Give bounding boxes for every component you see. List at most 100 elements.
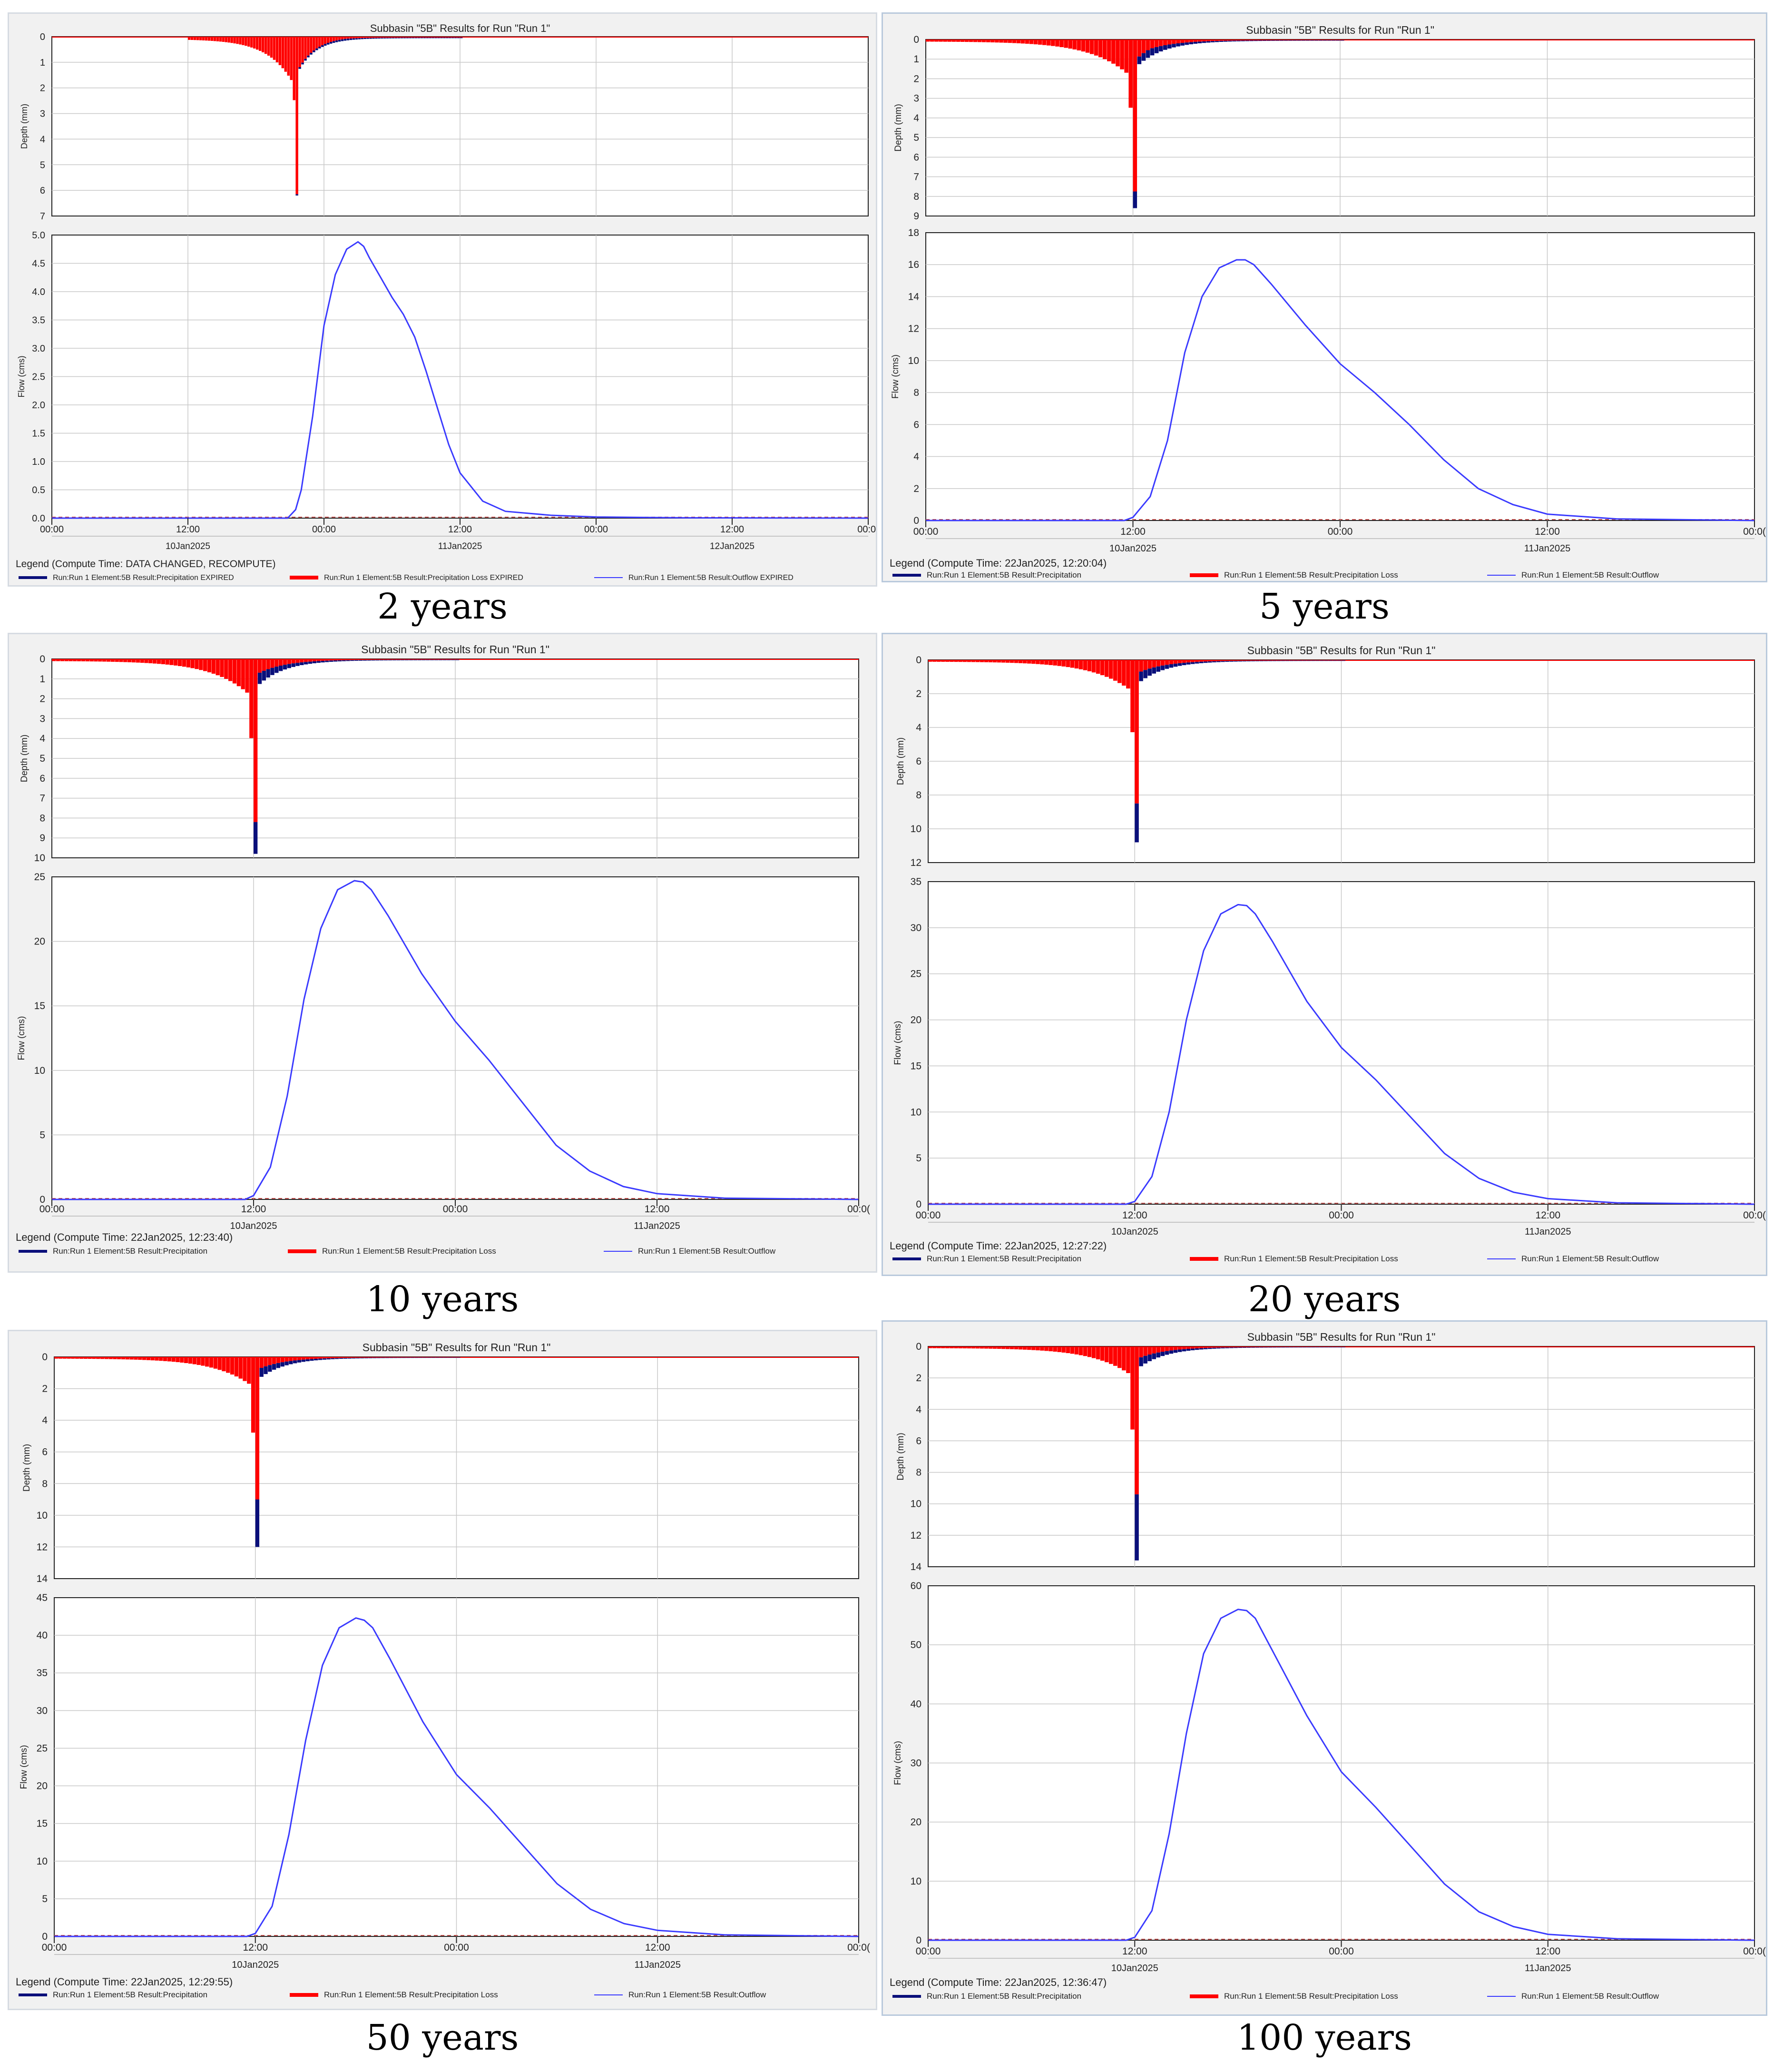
- loss-bar: [1078, 660, 1083, 669]
- flow-tick-label: 25: [37, 1743, 48, 1754]
- loss-bar: [1289, 1346, 1294, 1347]
- loss-bar: [1163, 39, 1167, 45]
- loss-bar: [943, 39, 947, 42]
- loss-bar: [171, 1357, 176, 1362]
- loss-bar: [315, 37, 318, 49]
- loss-bar: [347, 1357, 352, 1358]
- precipitation-bar: [409, 37, 412, 39]
- loss-bar: [96, 1357, 100, 1359]
- loss-bar: [354, 659, 359, 660]
- precipitation-bar: [1216, 1347, 1221, 1349]
- loss-bar: [301, 37, 304, 63]
- depth-tick-label: 6: [42, 1447, 48, 1458]
- precipitation-bar: [1238, 1347, 1242, 1348]
- flow-tick-label: 5: [39, 1129, 45, 1140]
- precipitation-bar: [440, 1357, 444, 1358]
- loss-bar: [971, 660, 976, 662]
- loss-bar: [962, 660, 967, 662]
- loss-bar: [211, 659, 216, 674]
- loss-bar: [1255, 660, 1260, 661]
- flow-axis-label: Flow (cms): [893, 1741, 903, 1785]
- precipitation-bar: [1242, 1347, 1246, 1348]
- depth-tick-label: 8: [916, 790, 921, 801]
- loss-bar: [188, 37, 191, 40]
- loss-bar: [1031, 1346, 1036, 1350]
- precipitation-bar: [280, 1362, 284, 1367]
- loss-bar: [146, 1357, 151, 1360]
- loss-bar: [371, 659, 375, 660]
- loss-bar: [951, 39, 956, 42]
- loss-bar: [1190, 660, 1195, 662]
- loss-bar: [1061, 1346, 1066, 1353]
- x-tick-label: 12:00: [1535, 1210, 1560, 1221]
- precipitation-bar: [377, 1357, 381, 1358]
- depth-tick-label: 14: [37, 1573, 48, 1584]
- loss-bar: [1020, 39, 1025, 44]
- chart-title: Subbasin "5B" Results for Run "Run 1": [1247, 1331, 1436, 1343]
- loss-bar: [1215, 39, 1219, 41]
- depth-tick-label: 0: [42, 1352, 48, 1363]
- loss-bar: [1197, 39, 1202, 42]
- loss-bar: [144, 659, 148, 663]
- loss-bar: [1176, 39, 1180, 44]
- precipitation-bar: [363, 38, 366, 39]
- loss-bar: [247, 37, 250, 47]
- loss-bar: [1315, 1346, 1320, 1347]
- precipitation-bar: [1147, 668, 1152, 676]
- precipitation-bar: [400, 37, 403, 39]
- legend-title: Legend (Compute Time: 22Jan2025, 12:27:2…: [890, 1240, 1107, 1252]
- loss-bar: [1182, 660, 1186, 663]
- precipitation-bar: [1167, 44, 1172, 49]
- legend-title: Legend (Compute Time: 22Jan2025, 12:29:5…: [16, 1976, 233, 1988]
- loss-bar: [1001, 1346, 1006, 1349]
- loss-bar: [85, 659, 89, 662]
- flow-tick-label: 2.5: [32, 372, 45, 383]
- loss-bar: [956, 39, 961, 42]
- loss-bar: [92, 1357, 96, 1359]
- loss-bar: [1294, 1346, 1298, 1347]
- loss-bar: [205, 1357, 209, 1367]
- legend-entry: Run:Run 1 Element:5B Result:Precipitatio…: [53, 1990, 207, 1999]
- loss-bar: [346, 37, 350, 39]
- loss-bar: [1264, 1346, 1268, 1347]
- precipitation-bar: [332, 41, 335, 43]
- loss-bar: [325, 659, 329, 661]
- loss-bar: [279, 659, 283, 666]
- precipitation-bar: [1206, 41, 1211, 43]
- precipitation-bar: [1276, 660, 1281, 661]
- loss-bar: [954, 660, 958, 662]
- precipitation-bar: [257, 672, 262, 684]
- loss-bar: [1272, 1346, 1277, 1347]
- loss-bar: [984, 1346, 989, 1349]
- loss-bar: [270, 659, 274, 668]
- precipitation-bar: [419, 1357, 423, 1358]
- chart-svg-100-years: Subbasin "5B" Results for Run "Run 1" 0 2 4…: [890, 1331, 1766, 2001]
- loss-bar: [79, 1357, 84, 1359]
- precipitation-bar: [1229, 1347, 1234, 1348]
- flow-axis-label: Flow (cms): [891, 354, 901, 399]
- loss-bar: [186, 659, 190, 668]
- loss-bar: [217, 1357, 222, 1370]
- precipitation-bar: [378, 38, 381, 39]
- loss-bar: [1158, 39, 1163, 46]
- loss-bar: [1314, 39, 1319, 40]
- loss-bar: [1232, 39, 1236, 41]
- loss-bar: [1262, 39, 1267, 40]
- loss-bar: [119, 659, 123, 662]
- loss-bar: [389, 37, 392, 38]
- loss-bar: [102, 659, 107, 662]
- depth-tick-label: 1: [40, 58, 45, 68]
- loss-bar: [213, 1357, 217, 1369]
- precipitation-bar: [279, 665, 283, 671]
- precipitation-bar: [1152, 667, 1156, 674]
- loss-bar: [1117, 660, 1122, 683]
- loss-bar: [1070, 660, 1075, 668]
- precipitation-bar: [375, 38, 378, 39]
- loss-bar: [106, 659, 111, 662]
- loss-bar: [1023, 660, 1027, 664]
- loss-bar: [1116, 39, 1120, 67]
- loss-bar: [104, 1357, 108, 1359]
- precipitation-bar: [337, 660, 342, 662]
- legend-title: Legend (Compute Time: 22Jan2025, 12:23:4…: [16, 1231, 233, 1243]
- loss-bar: [1234, 1346, 1238, 1347]
